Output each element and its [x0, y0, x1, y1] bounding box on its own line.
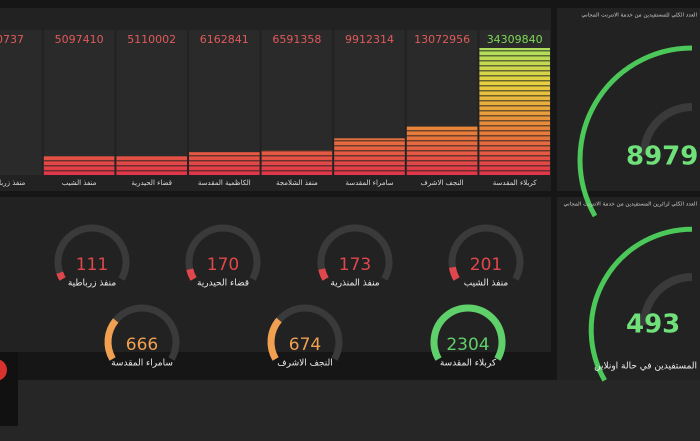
gauge-value: 111 — [76, 255, 108, 275]
gauge-value: 173 — [339, 255, 371, 275]
gauge-fill — [267, 317, 282, 361]
total-panel — [557, 197, 700, 380]
total-value: 493 — [626, 310, 680, 340]
gauge-fill — [56, 271, 66, 281]
value-label: 6162841 — [200, 33, 249, 46]
column-bg — [189, 30, 260, 175]
value-label: 13072956 — [414, 33, 470, 46]
gauge-track — [448, 224, 524, 281]
category-label: منفذ زرباطية — [0, 179, 26, 187]
gauge-value: 2304 — [446, 335, 489, 355]
gauge-track — [317, 224, 393, 281]
total-title: العدد الكلي للمستفيدين من خدمة الانترنت … — [582, 12, 698, 19]
total-title: العدد الكلي لزائرين المستفيدين من خدمة ا… — [564, 201, 698, 208]
gauge-value: 170 — [207, 255, 239, 275]
value-label: 00737 — [0, 33, 24, 46]
category-label: كربلاء المقدسة — [493, 179, 537, 187]
value-label: 6591358 — [272, 33, 321, 46]
bar-stripes — [189, 152, 260, 175]
gauge-label: منفذ الشيب — [464, 279, 509, 289]
bar-stripes — [334, 138, 405, 175]
category-label: قضاء الحيدرية — [131, 179, 172, 187]
total-inner-arc — [640, 103, 693, 156]
total-arc — [577, 45, 693, 218]
total-value: 89792 — [626, 142, 700, 172]
bar-stripes — [43, 156, 115, 175]
gauge-fill — [448, 266, 460, 281]
category-label: سامراء المقدسة — [345, 179, 393, 187]
gauge-fill — [430, 304, 506, 361]
content: 34309840 كربلاء المقدسة 13072956 النجف الاش… — [0, 12, 700, 382]
total-inner-arc — [640, 273, 693, 326]
column-bg — [0, 30, 42, 175]
gauge-value: 201 — [470, 255, 502, 275]
bar-stripes — [116, 156, 187, 175]
gauge-label: قضاء الحيدرية — [197, 279, 249, 289]
gauge-value: 666 — [126, 335, 158, 355]
gauge-label: منفذ زرباطية — [68, 279, 116, 289]
gauge-track — [54, 224, 130, 281]
category-label: الكاظمية المقدسة — [198, 179, 251, 187]
gauge-fill — [318, 268, 329, 281]
gauge-fill — [186, 268, 197, 281]
gauge-value: 674 — [289, 335, 321, 355]
bar-stripes — [261, 150, 333, 175]
value-label: 5110002 — [127, 33, 176, 46]
record-button[interactable] — [0, 359, 7, 381]
gauge-label: سامراء المقدسة — [111, 359, 173, 369]
category-label: النجف الاشرف — [421, 179, 464, 187]
total-arc — [588, 226, 693, 382]
bar-stripes — [406, 126, 478, 175]
gauge-fill — [104, 318, 119, 361]
category-label: منفذ الشيب — [62, 179, 97, 187]
bar-stripes — [479, 48, 550, 175]
value-label: 34309840 — [487, 33, 543, 46]
value-label: 9912314 — [345, 33, 394, 46]
gauge-label: منفذ المنذرية — [330, 279, 379, 289]
gauge-track — [185, 224, 261, 281]
column-bg — [43, 30, 115, 175]
column-bg — [116, 30, 187, 175]
category-label: منفذ الشلامجة — [276, 179, 318, 187]
value-label: 5097410 — [55, 33, 104, 46]
total-label: المستفيدين في حالة اونلاين — [594, 362, 697, 372]
gauge-label: النجف الاشرف — [277, 359, 332, 369]
gauge-label: كربلاء المقدسة — [440, 359, 497, 369]
footer-bar — [0, 380, 700, 441]
